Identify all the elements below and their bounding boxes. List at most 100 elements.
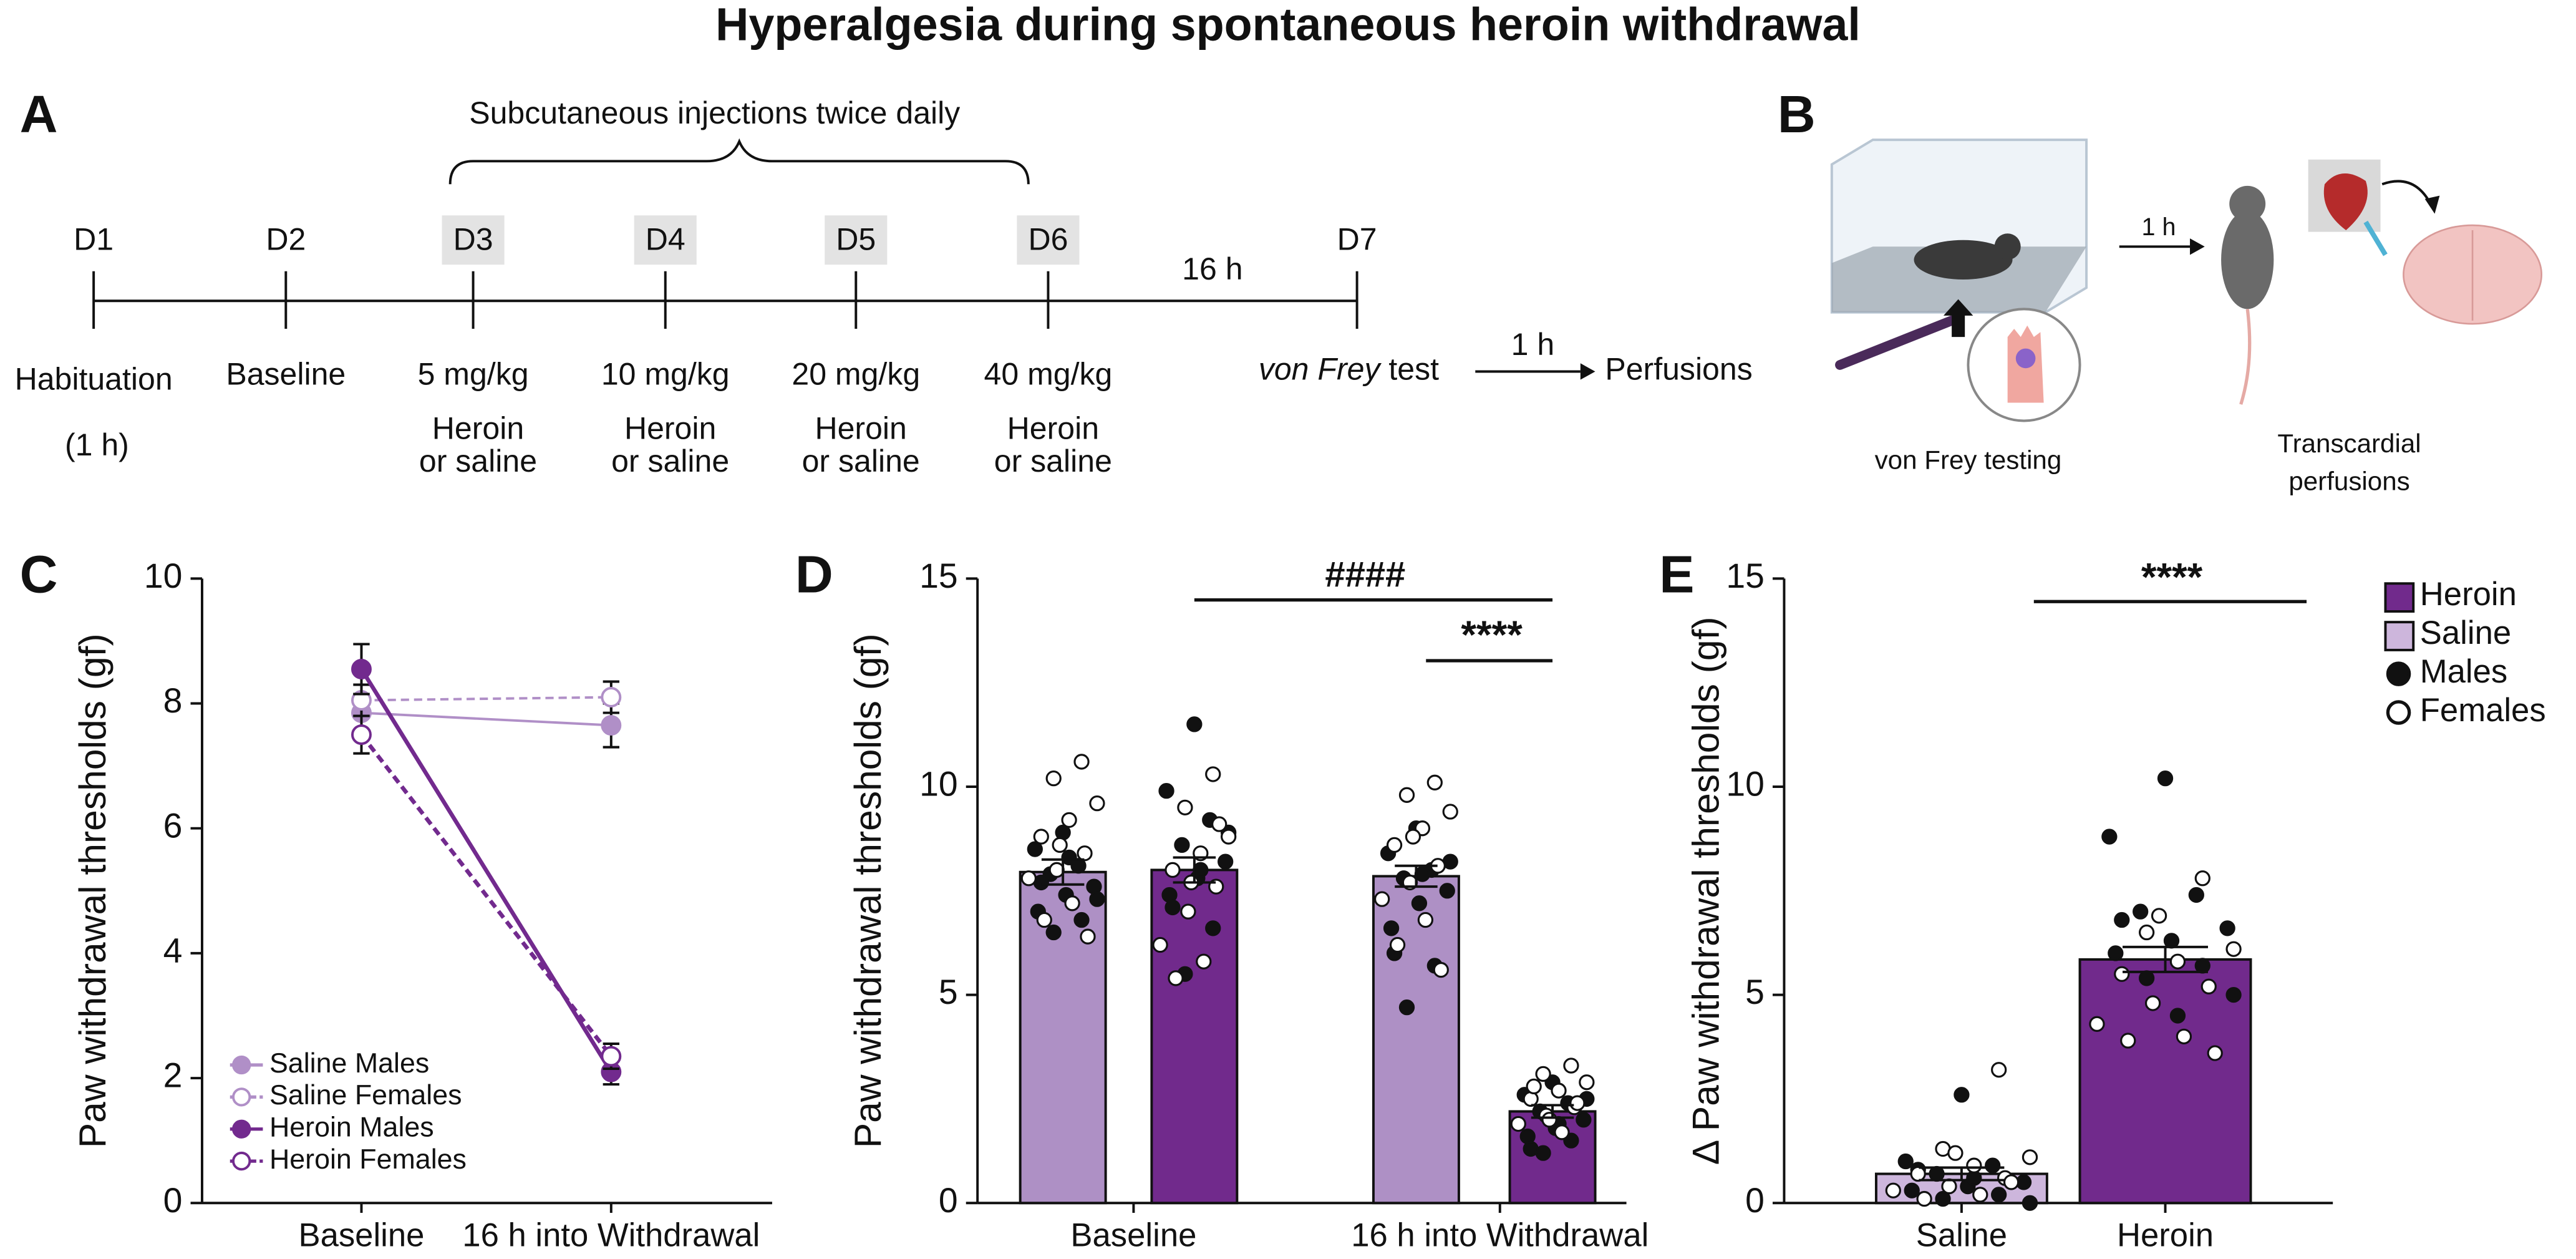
day-label: D5 — [836, 222, 876, 257]
bracket — [448, 138, 1030, 185]
point — [351, 724, 372, 746]
dot — [1439, 883, 1455, 899]
dot — [1152, 936, 1168, 953]
drug-label: or saline — [994, 444, 1112, 479]
mesh-floor — [1831, 246, 2087, 313]
point — [601, 715, 622, 736]
panel-label: C — [20, 545, 58, 604]
y-tick-label: 10 — [144, 557, 183, 595]
arrow-head — [1580, 363, 1595, 380]
y-axis-label: Paw withdrawal thresholds (gf) — [71, 633, 114, 1148]
day-label: D7 — [1337, 222, 1377, 257]
bar — [1019, 870, 1107, 1205]
dot — [1985, 1157, 2001, 1174]
paw-target — [2015, 348, 2036, 369]
day-label: D2 — [266, 222, 306, 257]
event-note: (1 h) — [65, 427, 129, 462]
x-tick-label: Baseline — [1070, 1217, 1196, 1253]
dot — [1398, 999, 1415, 1016]
day-highlight — [825, 215, 888, 265]
dot — [2144, 995, 2161, 1011]
legend-label: Females — [2420, 692, 2546, 729]
dot — [1205, 920, 1221, 936]
dot — [1579, 1074, 1595, 1091]
dot — [2207, 1045, 2223, 1061]
point — [601, 1046, 622, 1067]
dot — [2089, 1016, 2105, 1032]
day-label: D3 — [453, 222, 493, 257]
y-tick-label: 4 — [163, 931, 183, 970]
y-tick-label: 15 — [919, 557, 958, 595]
event-label: 5 mg/kg — [418, 357, 529, 392]
point — [601, 687, 622, 707]
figure-title: Hyperalgesia during spontaneous heroin w… — [715, 0, 1861, 50]
drug-label: Heroin — [624, 411, 716, 446]
dot — [2188, 887, 2204, 903]
caption: von Frey testing — [1875, 445, 2062, 474]
dot — [1052, 837, 1068, 853]
x-tick-label: Heroin — [2117, 1217, 2214, 1253]
dot — [1563, 1057, 1579, 1074]
dot — [1554, 1124, 1570, 1140]
dot — [1954, 1087, 1970, 1103]
y-axis-label: Paw withdrawal thresholds (gf) — [846, 633, 889, 1148]
dot — [1158, 783, 1174, 799]
significance-label: #### — [1325, 555, 1405, 595]
legend-label: Heroin Females — [269, 1144, 467, 1175]
dot — [1045, 924, 1062, 941]
y-axis-label: Δ Paw withdrawal thresholds (gf) — [1684, 616, 1726, 1165]
dot — [1383, 920, 1400, 936]
dot — [1193, 862, 1209, 878]
event-italic: von Frey — [1259, 352, 1382, 387]
arrow-target: Perfusions — [1605, 352, 1752, 387]
legend-label: Saline Females — [269, 1079, 462, 1111]
x-tick-label: 16 h into Withdrawal — [462, 1217, 760, 1253]
series-line — [359, 733, 613, 1058]
y-tick-label: 10 — [1726, 765, 1765, 804]
legend-label: Heroin Males — [269, 1112, 434, 1143]
significance-label: **** — [2141, 556, 2203, 600]
y-tick-label: 5 — [1745, 973, 1765, 1011]
y-tick-label: 10 — [919, 765, 958, 804]
x-tick-label: Saline — [1916, 1217, 2007, 1253]
significance-label: **** — [1461, 613, 1523, 657]
dot — [1411, 895, 1428, 911]
panel-label: A — [20, 85, 58, 143]
needle — [2363, 220, 2388, 256]
drug-label: or saline — [419, 444, 537, 479]
dot — [1205, 766, 1221, 782]
series-line — [361, 711, 611, 727]
dot — [2022, 1149, 2038, 1165]
dot — [1077, 845, 1093, 862]
arrow-head — [2190, 238, 2205, 255]
dot — [2201, 978, 2217, 994]
dot — [2114, 911, 2130, 928]
bar — [1150, 868, 1239, 1205]
dot — [1221, 829, 1237, 845]
dot — [1929, 1165, 1945, 1182]
dot — [2225, 941, 2242, 957]
x-tick-label: Baseline — [298, 1217, 424, 1253]
dot — [1417, 911, 1434, 928]
legend-marker — [232, 1055, 251, 1075]
y-tick-label: 15 — [1726, 557, 1765, 595]
y-tick-label: 6 — [163, 806, 183, 845]
dot — [1916, 1190, 1932, 1207]
dot — [1551, 1082, 1567, 1099]
dot — [1168, 970, 1184, 986]
y-tick-label: 0 — [1745, 1181, 1765, 1220]
legend-marker — [2386, 661, 2411, 686]
dot — [1966, 1157, 1982, 1174]
drug-label: Heroin — [815, 411, 906, 446]
legend-marker — [232, 1119, 251, 1139]
dot — [2022, 1195, 2038, 1211]
dot — [1211, 816, 1227, 832]
caption: perfusions — [2288, 467, 2409, 496]
dot — [1904, 1182, 1920, 1198]
y-tick-label: 2 — [163, 1056, 183, 1095]
bar — [1372, 875, 1460, 1205]
dot — [1972, 1187, 1988, 1203]
dot — [1073, 911, 1090, 928]
mouse-head — [1994, 233, 2021, 260]
